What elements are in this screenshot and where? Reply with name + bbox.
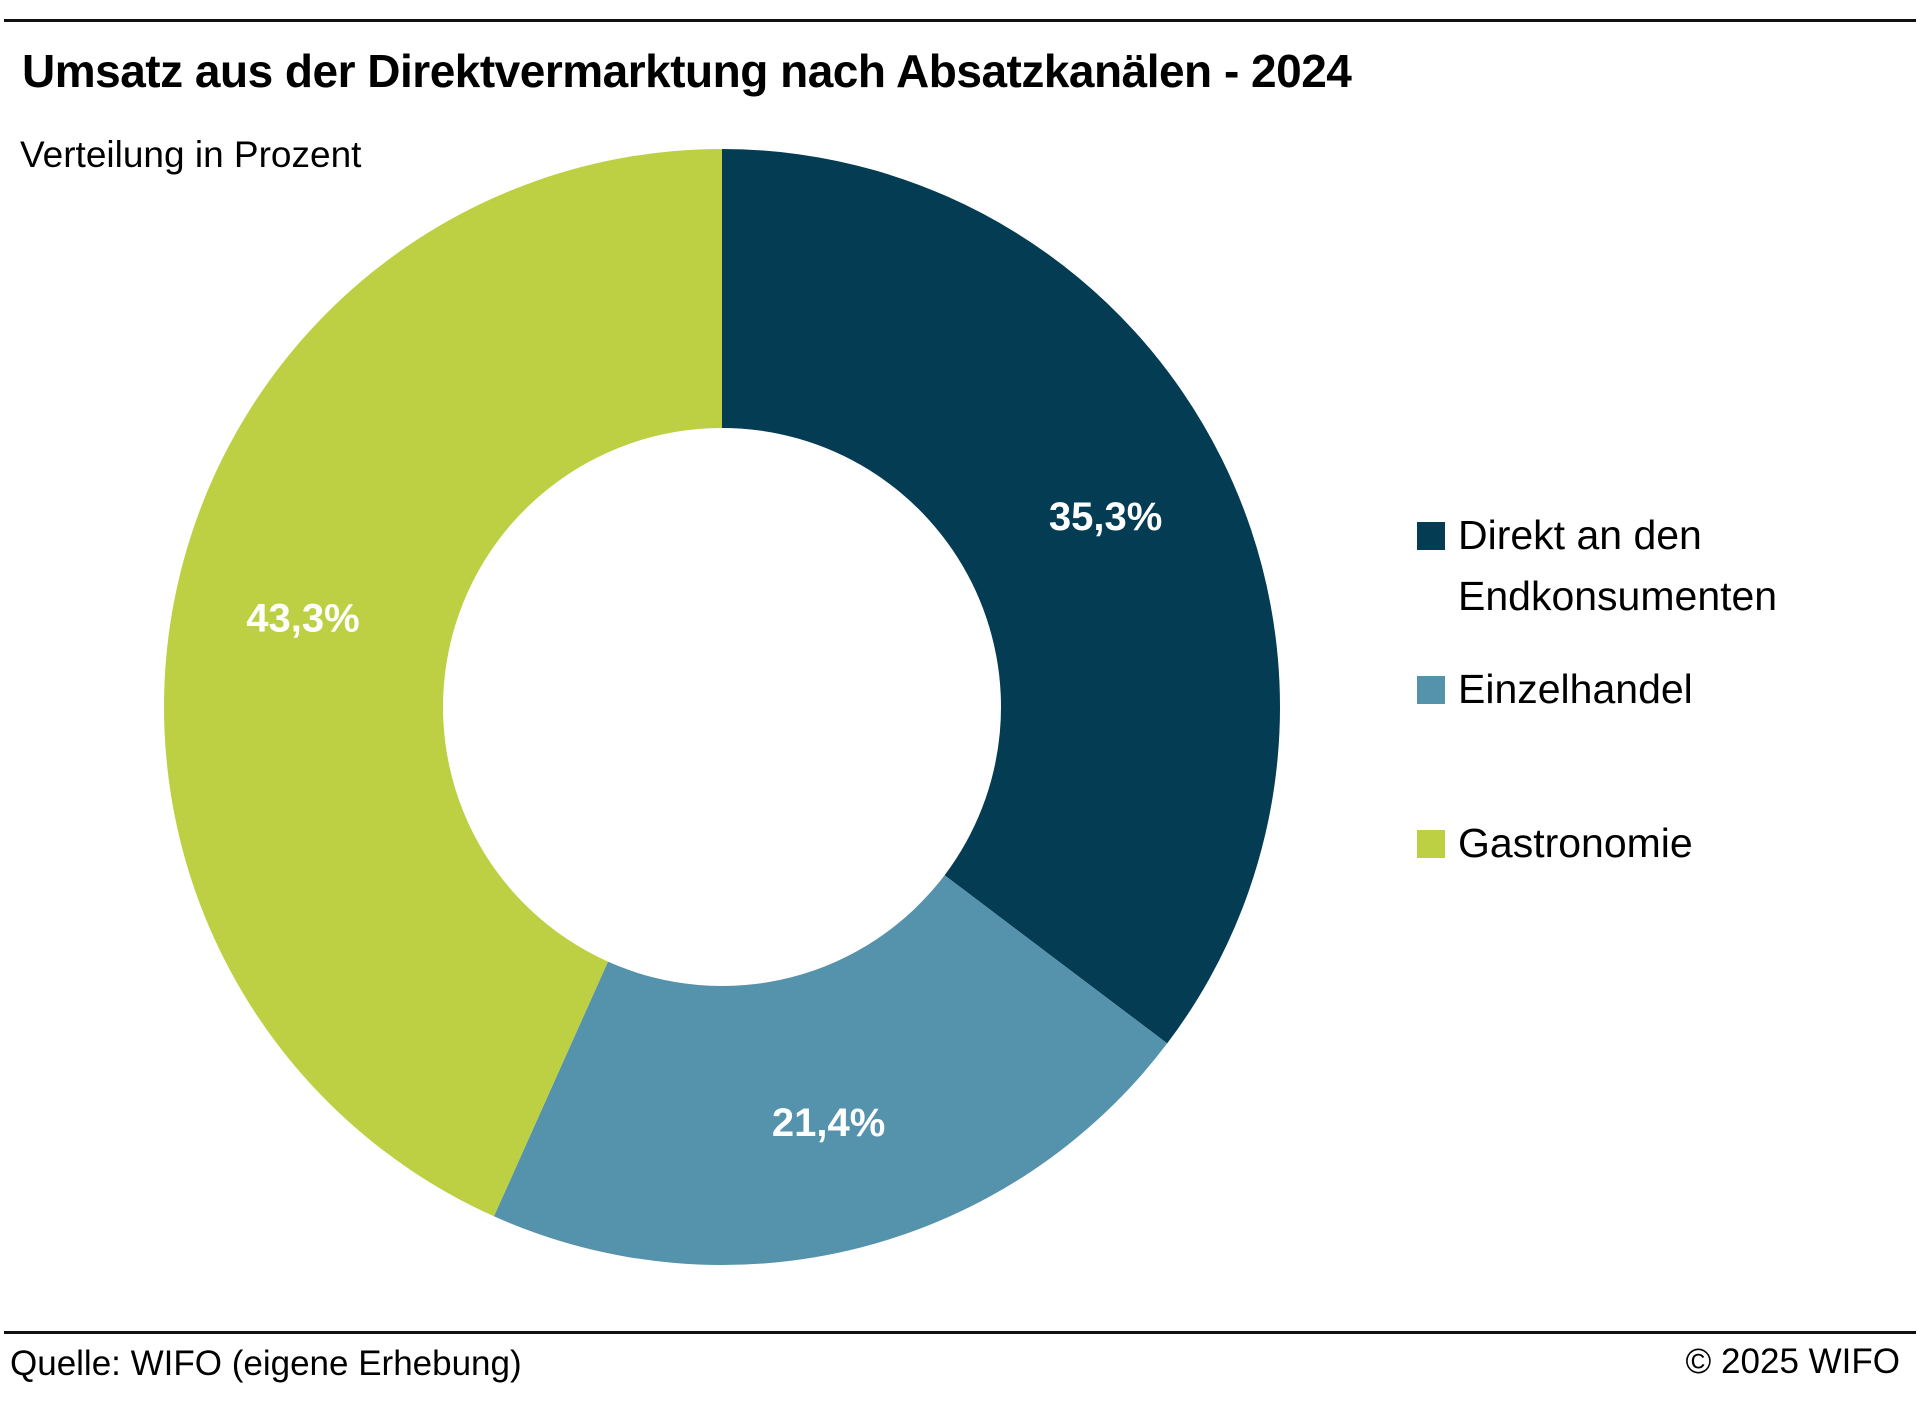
legend-label-direkt-line2: Endkonsumenten: [1458, 573, 1778, 619]
legend-swatch-gastronomie: [1417, 830, 1445, 858]
data-label-einzelhandel: 21,4%: [772, 1101, 885, 1145]
copyright-note: © 2025 WIFO: [1685, 1342, 1900, 1381]
slice-direkt: [722, 149, 1281, 1044]
slice-gastronomie: [164, 149, 722, 1217]
slices-group: [164, 149, 1281, 1265]
slice-einzelhandel: [493, 875, 1168, 1265]
data-label-direkt: 35,3%: [1049, 495, 1162, 539]
top-rule: [4, 19, 1916, 22]
legend-swatch-direkt: [1417, 522, 1445, 550]
legend-label-direkt-line1: Direkt an den: [1458, 512, 1702, 558]
legend-label-gastronomie: Gastronomie: [1458, 820, 1693, 866]
chart-subtitle: Verteilung in Prozent: [20, 134, 362, 175]
data-label-gastronomie: 43,3%: [246, 596, 359, 640]
source-note: Quelle: WIFO (eigene Erhebung): [10, 1344, 522, 1383]
data-labels-group: 35,3% 21,4% 43,3%: [246, 495, 1162, 1145]
bottom-rule: [4, 1331, 1916, 1334]
chart-title: Umsatz aus der Direktvermarktung nach Ab…: [22, 45, 1352, 97]
legend-swatch-einzelhandel: [1417, 676, 1445, 704]
legend-label-einzelhandel: Einzelhandel: [1458, 666, 1693, 712]
